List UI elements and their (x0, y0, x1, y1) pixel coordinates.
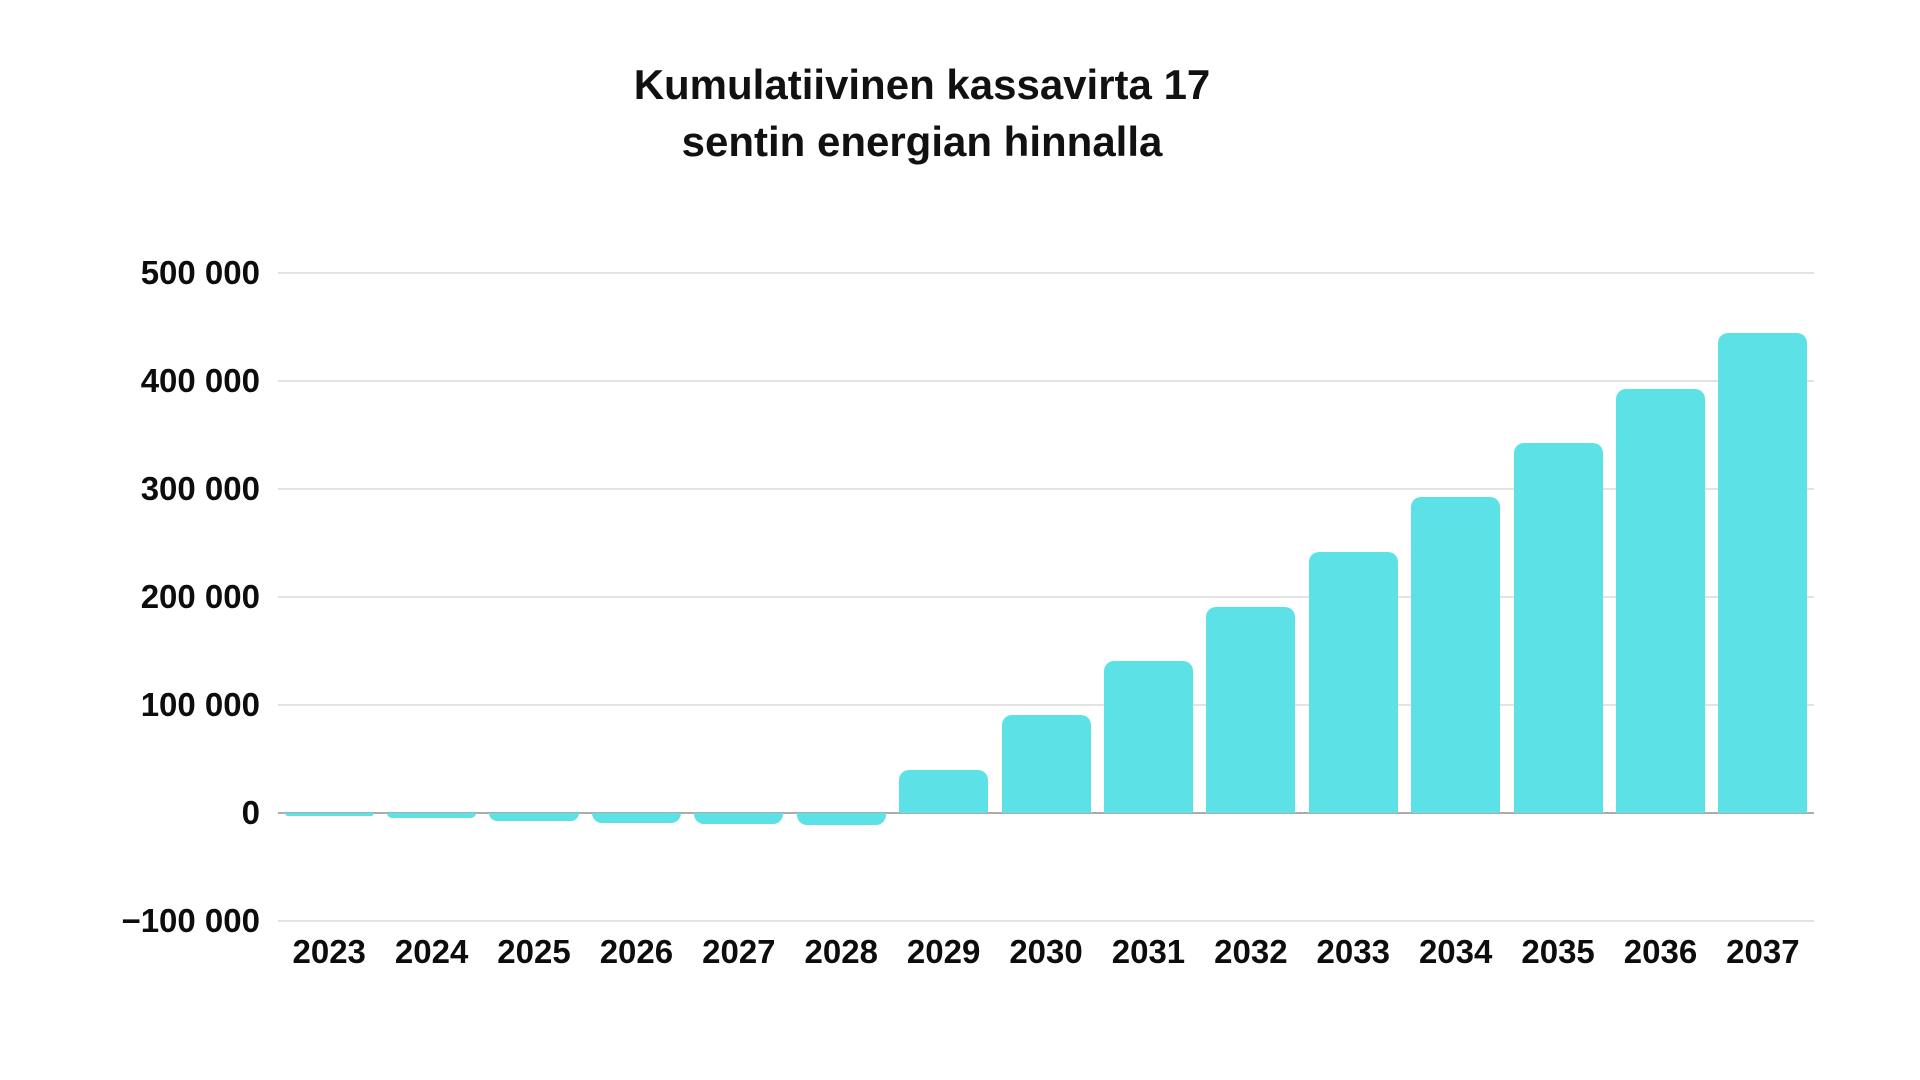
bars-layer: 2023 2024 2025 2026 2027 2028 2029 2030 2031 2032… (278, 273, 1814, 970)
bar-2035 (1513, 442, 1603, 813)
x-tick-label: 2033 (1316, 933, 1390, 970)
x-tick-label: 2034 (1418, 933, 1493, 970)
chart-title-line2: sentin energian hinnalla (681, 118, 1163, 165)
bar-band-2030: 2030 (995, 273, 1097, 970)
bar-band-2032: 2032 (1200, 273, 1302, 970)
bar-band-2029: 2029 (892, 273, 994, 970)
y-tick-label: 100 000 (140, 686, 260, 723)
plot-area: 2023 2024 2025 2026 2027 2028 2029 2030 2031 2032… (278, 272, 1814, 970)
bar-band-2035: 2035 (1507, 273, 1609, 970)
x-tick-label: 2036 (1623, 933, 1698, 970)
bar-band-2024: 2024 (380, 273, 482, 970)
y-tick-label: 0 (241, 794, 260, 831)
bar-band-2027: 2027 (688, 273, 790, 970)
x-tick-label: 2031 (1111, 933, 1186, 970)
zero-gridline (278, 812, 1814, 814)
x-tick-label: 2025 (497, 933, 571, 970)
gridline (278, 704, 1814, 706)
bar-band-2037: 2037 (1712, 273, 1814, 970)
x-tick-label: 2027 (702, 933, 776, 970)
bar-2025 (489, 813, 579, 822)
x-tick-label: 2032 (1214, 933, 1288, 970)
gridline (278, 596, 1814, 598)
y-tick-label: 200 000 (140, 578, 260, 615)
x-tick-label: 2035 (1521, 933, 1595, 970)
gridline (278, 920, 1814, 922)
bar-2023 (284, 813, 374, 817)
y-tick-label: 400 000 (140, 362, 260, 399)
bar-2036 (1615, 388, 1706, 813)
bar-2032 (1206, 606, 1296, 813)
x-tick-label: 2029 (906, 933, 981, 970)
bar-2037 (1718, 333, 1808, 813)
y-tick-label: 300 000 (140, 470, 260, 507)
chart-title: Kumulatiivinen kassavirta 17 sentin ener… (2, 56, 1842, 170)
chart-title-line1: Kumulatiivinen kassavirta 17 (633, 61, 1211, 108)
bar-band-2028: 2028 (790, 273, 892, 970)
gridline (278, 272, 1814, 274)
x-tick-label: 2026 (599, 933, 674, 970)
y-axis-labels: 500 000 400 000 300 000 200 000 100 000 0 −100… (0, 254, 260, 939)
bar-2030 (1001, 715, 1091, 813)
bar-band-2036: 2036 (1609, 273, 1711, 970)
gridline (278, 380, 1814, 382)
x-tick-label: 2028 (804, 933, 878, 970)
x-tick-label: 2024 (394, 933, 469, 970)
bar-band-2023: 2023 (278, 273, 380, 970)
bar-band-2025: 2025 (483, 273, 585, 970)
x-tick-label: 2030 (1009, 933, 1083, 970)
bar-2029 (899, 769, 989, 813)
bar-2034 (1411, 497, 1501, 813)
bar-band-2033: 2033 (1302, 273, 1404, 970)
bar-2027 (694, 813, 784, 824)
y-tick-label: 500 000 (140, 254, 260, 291)
bar-2028 (796, 813, 886, 826)
bar-2033 (1308, 551, 1398, 813)
x-tick-label: 2037 (1726, 933, 1800, 970)
bar-2026 (591, 813, 681, 823)
bar-band-2026: 2026 (585, 273, 687, 970)
gridline (278, 488, 1814, 490)
bar-2024 (387, 813, 477, 819)
bar-band-2031: 2031 (1097, 273, 1199, 970)
x-tick-label: 2023 (292, 933, 366, 970)
y-tick-label: −100 000 (121, 902, 260, 939)
bar-band-2034: 2034 (1404, 273, 1506, 970)
bar-2031 (1103, 660, 1193, 813)
